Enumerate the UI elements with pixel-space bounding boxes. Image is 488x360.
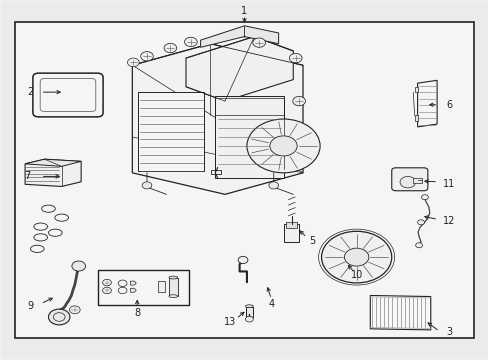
Bar (215, 96, 283, 178)
Text: 12: 12 (442, 216, 454, 226)
Circle shape (399, 176, 415, 188)
Text: 11: 11 (442, 179, 454, 189)
Text: 4: 4 (268, 299, 274, 309)
Text: 10: 10 (350, 270, 362, 280)
Polygon shape (130, 288, 136, 292)
Circle shape (142, 182, 152, 189)
Circle shape (48, 309, 70, 325)
Polygon shape (414, 116, 417, 121)
Bar (98, 270, 188, 305)
Circle shape (184, 37, 197, 46)
Circle shape (321, 231, 391, 283)
Polygon shape (132, 44, 303, 194)
Bar (158, 281, 164, 292)
Bar (245, 307, 252, 318)
Polygon shape (200, 26, 278, 47)
Polygon shape (25, 159, 81, 186)
Circle shape (245, 316, 253, 322)
Polygon shape (25, 159, 81, 166)
Circle shape (289, 53, 302, 63)
Text: 2: 2 (27, 87, 33, 97)
Circle shape (141, 51, 153, 61)
Bar (284, 224, 299, 242)
Text: 7: 7 (24, 171, 31, 181)
Circle shape (238, 256, 247, 264)
Text: 3: 3 (446, 327, 451, 337)
Circle shape (415, 243, 422, 248)
Text: 6: 6 (446, 100, 451, 110)
Circle shape (344, 248, 368, 266)
Bar (412, 178, 422, 183)
Circle shape (417, 220, 424, 225)
Text: 5: 5 (309, 236, 315, 246)
Circle shape (292, 96, 305, 106)
Circle shape (102, 279, 111, 286)
Text: 1: 1 (241, 6, 247, 17)
Circle shape (163, 43, 176, 53)
Circle shape (269, 136, 297, 156)
Polygon shape (185, 37, 293, 101)
Circle shape (421, 195, 427, 200)
Polygon shape (417, 80, 436, 127)
Ellipse shape (168, 295, 177, 298)
Bar (168, 278, 177, 296)
Ellipse shape (245, 305, 253, 308)
Circle shape (252, 38, 265, 47)
Bar (15, 22, 473, 338)
Circle shape (69, 306, 80, 314)
Bar (138, 92, 204, 171)
Circle shape (246, 119, 320, 173)
Circle shape (102, 287, 111, 294)
Bar (286, 222, 297, 228)
Text: 9: 9 (27, 301, 33, 311)
Circle shape (268, 182, 278, 189)
Text: 8: 8 (134, 308, 140, 318)
FancyBboxPatch shape (391, 168, 427, 191)
Text: 13: 13 (224, 317, 236, 327)
Circle shape (72, 261, 85, 271)
Polygon shape (369, 296, 430, 330)
Polygon shape (414, 87, 417, 92)
Circle shape (127, 58, 139, 67)
Ellipse shape (168, 276, 177, 279)
Polygon shape (130, 281, 136, 285)
